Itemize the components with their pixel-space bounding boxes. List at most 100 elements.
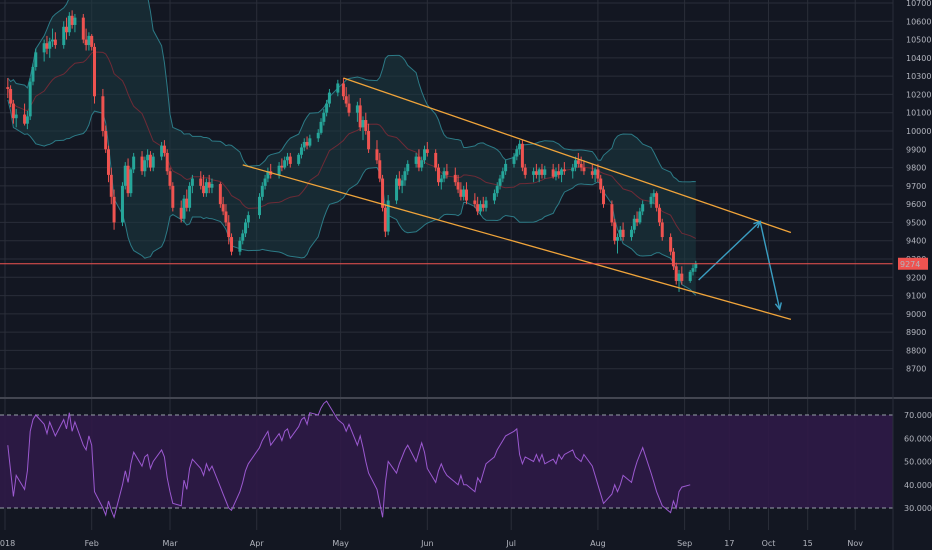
candle-body (224, 211, 228, 223)
candle-body (462, 189, 466, 197)
channel-line[interactable] (343, 77, 792, 234)
candle-body (45, 43, 49, 49)
projection-segment[interactable] (759, 221, 781, 310)
channel-line[interactable] (242, 164, 792, 320)
candle-body (557, 171, 561, 175)
rsi-axis[interactable]: 30.0000 40.0000 50.0000 60.0000 70.0000 (904, 411, 932, 513)
candle (14, 109, 18, 128)
candle-body (560, 169, 564, 175)
candle-body (81, 17, 85, 40)
candle (299, 143, 303, 159)
candle-body (347, 103, 351, 113)
candle (241, 229, 245, 245)
candle (688, 269, 692, 283)
projection-arrows[interactable] (698, 220, 782, 311)
candle-body (615, 237, 619, 241)
time-tick-label: 2018 (0, 539, 15, 548)
candle-body (31, 67, 35, 82)
candle (160, 141, 164, 161)
candle-body (299, 147, 303, 155)
candle-body (445, 171, 449, 175)
candle (540, 163, 544, 179)
candle-body (694, 263, 698, 269)
candle (81, 13, 85, 44)
candle-body (160, 145, 164, 157)
candle (84, 28, 88, 51)
candle (579, 156, 583, 172)
candle (414, 152, 418, 168)
candle (590, 163, 594, 179)
candle-body (165, 152, 169, 172)
candle (504, 160, 508, 175)
candle (90, 34, 94, 51)
candle-body (367, 131, 371, 150)
time-tick-label: Nov (847, 539, 863, 548)
candle (202, 174, 206, 197)
candle-body (437, 167, 440, 183)
candle (53, 32, 57, 49)
candle-body (53, 39, 57, 46)
candle-body (375, 149, 379, 161)
candle (34, 48, 38, 71)
candle-body (171, 185, 175, 208)
candle-body (425, 149, 429, 153)
candle-body (655, 193, 659, 208)
candle (185, 189, 189, 212)
candle (302, 138, 306, 152)
candle-body (635, 218, 639, 223)
candle (434, 149, 438, 172)
candle (336, 79, 340, 97)
candle (456, 174, 460, 194)
candle (62, 21, 66, 49)
candle-body (62, 26, 66, 46)
candle (42, 39, 46, 62)
candle (641, 200, 645, 216)
candle (406, 160, 410, 175)
candle-body (112, 196, 116, 223)
time-axis[interactable]: 2018 Feb Mar Apr May Jun Jul Aug Sep 17 Oct 15 Nov (0, 539, 863, 548)
candle-body (358, 105, 362, 128)
candle-body (179, 207, 183, 219)
candle-body (593, 169, 597, 175)
candle (478, 200, 482, 216)
price-tick-label: 10300 (906, 72, 931, 81)
candle (453, 167, 457, 186)
candle (358, 98, 362, 131)
candle (297, 152, 301, 166)
candle (288, 152, 292, 168)
candle (168, 167, 172, 190)
channel-lines[interactable] (242, 77, 792, 320)
candle (6, 77, 10, 99)
time-tick-label: Jun (420, 539, 434, 548)
candle (148, 151, 152, 172)
candle-body (305, 141, 309, 146)
candle-body (341, 83, 345, 97)
candle (520, 140, 524, 172)
price-tick-label: 9500 (906, 218, 926, 227)
candle (146, 149, 150, 168)
candle-body (484, 200, 488, 208)
candle (386, 195, 390, 236)
candle (283, 156, 287, 170)
candle-body (188, 185, 192, 208)
candle (344, 87, 348, 108)
candle-body (280, 165, 284, 168)
time-tick-label: Apr (250, 539, 265, 548)
projection-segment[interactable] (698, 221, 761, 281)
candle-body (199, 178, 203, 186)
candle (484, 196, 488, 212)
candle-body (263, 178, 267, 186)
candle (112, 189, 116, 230)
candle (618, 226, 622, 241)
candle (67, 12, 71, 36)
candle-body (543, 169, 547, 175)
rsi-panel (0, 400, 893, 519)
candle-body (73, 17, 77, 25)
candle-body (464, 189, 468, 201)
candle (694, 260, 698, 272)
price-axis[interactable]: 8700880089009000910092009300940095009600… (892, 0, 931, 550)
candle (92, 43, 96, 104)
candle (657, 204, 661, 227)
candle (327, 88, 331, 108)
